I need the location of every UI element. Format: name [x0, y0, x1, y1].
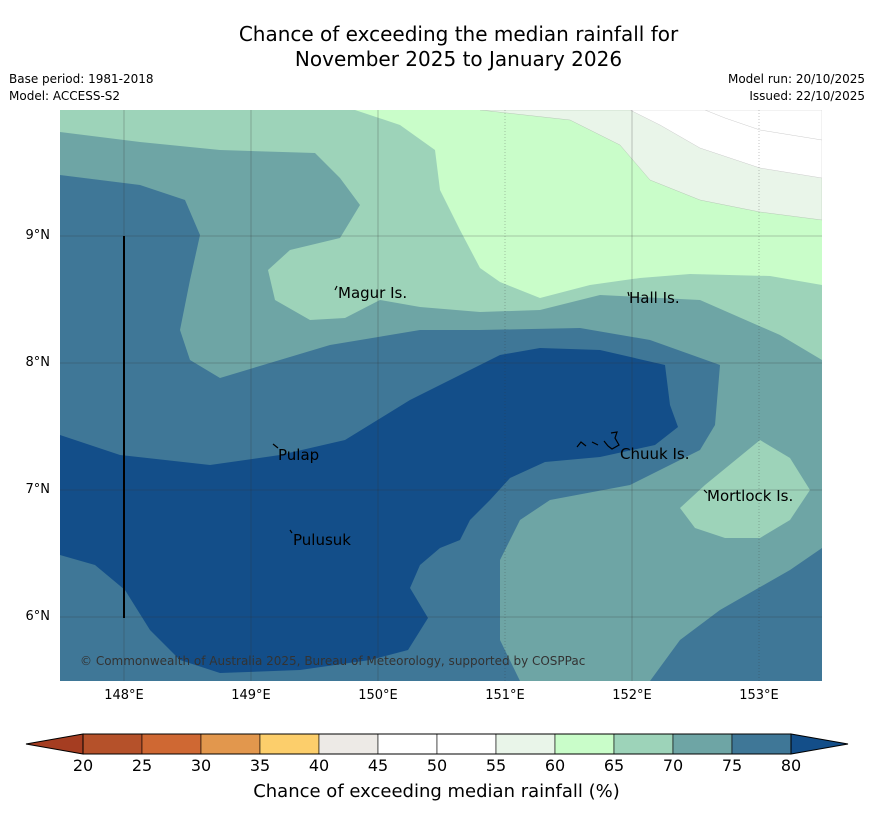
model-name: Model: ACCESS-S2: [9, 89, 121, 103]
colorbar-segment: [495, 733, 556, 755]
contour-map: [60, 110, 822, 681]
colorbar-segment: [318, 733, 379, 755]
base-period: Base period: 1981-2018: [9, 72, 154, 86]
model-run: Model run: 20/10/2025: [727, 72, 865, 86]
colorbar-segment: [554, 733, 615, 755]
cbar-tick-45: 45: [367, 756, 389, 775]
cbar-tick-25: 25: [131, 756, 153, 775]
cbar-tick-75: 75: [721, 756, 743, 775]
cbar-tick-20: 20: [72, 756, 94, 775]
lon-label-149e: 149°E: [231, 688, 271, 703]
mortlock-island-shape: [703, 489, 708, 494]
place-pulusuk: Pulusuk: [293, 531, 351, 549]
colorbar-outline: [82, 733, 792, 755]
lat-label-7n: 7°N: [25, 482, 51, 497]
colorbar: [25, 733, 849, 755]
colorbar-segment: [82, 733, 143, 755]
colorbar-segment: [731, 733, 792, 755]
place-chuuk: Chuuk Is.: [620, 445, 690, 463]
place-hall: Hall Is.: [629, 289, 680, 307]
issued-date: Issued: 22/10/2025: [749, 89, 865, 103]
magur-island-shape: [334, 285, 338, 291]
pulap-island-shape: [272, 443, 279, 449]
cbar-tick-35: 35: [249, 756, 271, 775]
colorbar-segment: [613, 733, 674, 755]
lon-label-148e: 148°E: [104, 688, 144, 703]
colorbar-segment: [672, 733, 733, 755]
islands: [272, 285, 708, 534]
cbar-tick-65: 65: [603, 756, 625, 775]
band-mortlock-65-70: [680, 440, 810, 538]
pulusuk-island-shape: [289, 529, 293, 534]
map-panel: [60, 110, 822, 681]
gridlines: [60, 110, 822, 681]
lon-label-151e: 151°E: [485, 688, 525, 703]
cbar-tick-60: 60: [544, 756, 566, 775]
meta-left: Base period: 1981-2018 Model: ACCESS-S2: [9, 71, 154, 105]
place-pulap: Pulap: [278, 446, 320, 464]
cbar-tick-80: 80: [780, 756, 802, 775]
lat-label-6n: 6°N: [25, 609, 51, 624]
cbar-tick-55: 55: [485, 756, 507, 775]
colorbar-segment: [141, 733, 202, 755]
colorbar-segments: [25, 733, 849, 755]
lat-label-9n: 9°N: [25, 228, 51, 243]
colorbar-segment: [259, 733, 320, 755]
colorbar-segment: [377, 733, 438, 755]
lon-label-152e: 152°E: [612, 688, 652, 703]
title-line-1: Chance of exceeding the median rainfall …: [238, 22, 679, 46]
colorbar-arrow-low: [25, 733, 84, 755]
cbar-tick-30: 30: [190, 756, 212, 775]
cbar-tick-50: 50: [426, 756, 448, 775]
place-magur: Magur Is.: [338, 284, 408, 302]
lon-label-150e: 150°E: [358, 688, 398, 703]
cbar-tick-40: 40: [308, 756, 330, 775]
colorbar-segment: [200, 733, 261, 755]
hall-island-shape: [627, 291, 630, 297]
map-title: Chance of exceeding the median rainfall …: [0, 22, 873, 72]
cbar-tick-70: 70: [662, 756, 684, 775]
lat-label-8n: 8°N: [25, 355, 51, 370]
chuuk-island-shape: [576, 431, 620, 450]
band-white-top: [704, 110, 822, 141]
lon-label-153e: 153°E: [739, 688, 779, 703]
copyright-notice: © Commonwealth of Australia 2025, Bureau…: [80, 654, 586, 668]
band-80-plus: [60, 348, 678, 673]
colorbar-arrow-high: [790, 733, 849, 755]
colorbar-title: Chance of exceeding median rainfall (%): [253, 781, 620, 802]
place-mortlock: Mortlock Is.: [707, 487, 794, 505]
colorbar-segment: [436, 733, 497, 755]
title-line-2: November 2025 to January 2026: [294, 47, 623, 71]
meta-right: Model run: 20/10/2025 Issued: 22/10/2025: [728, 71, 865, 105]
